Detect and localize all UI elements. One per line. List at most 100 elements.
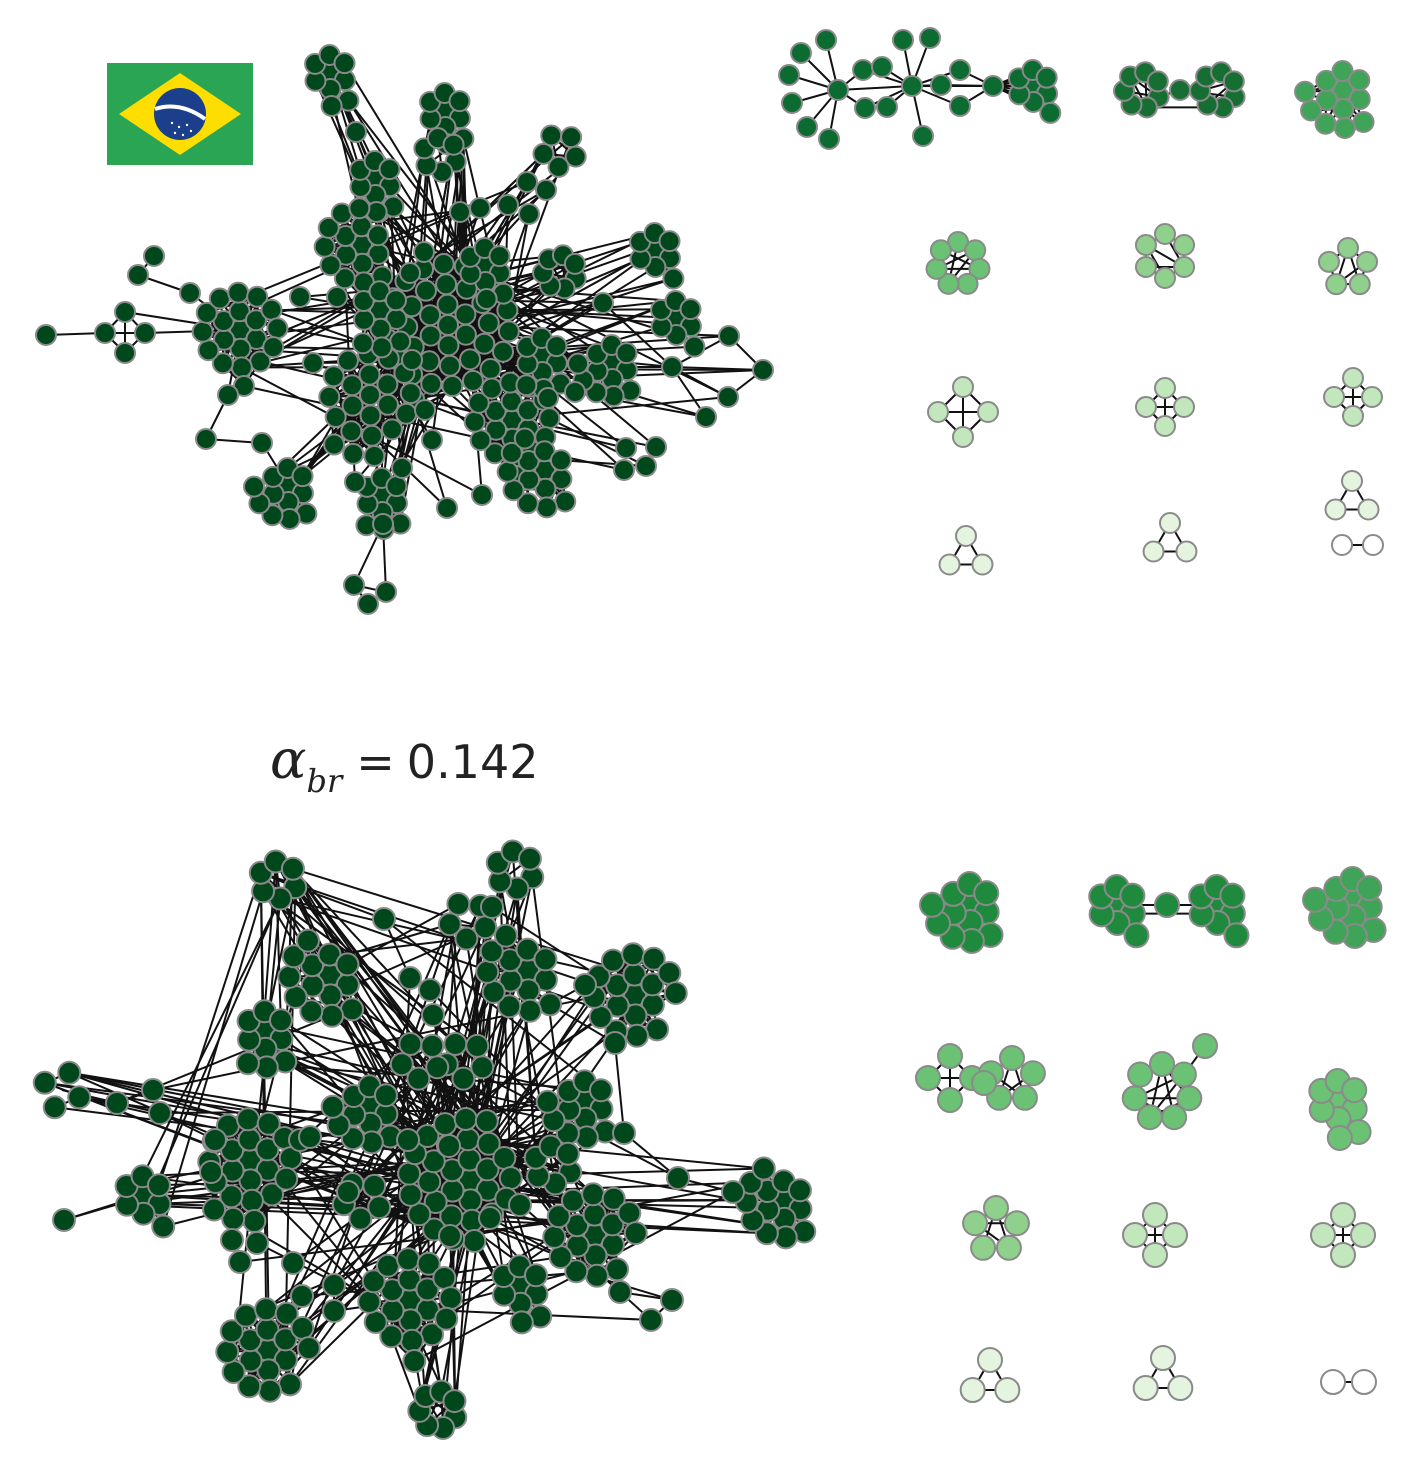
network-node (937, 1043, 963, 1069)
network-node (372, 907, 396, 931)
network-node (955, 525, 977, 547)
network-node (515, 374, 538, 397)
network-node (401, 349, 423, 371)
network-node (407, 1202, 432, 1227)
network-node (1154, 377, 1176, 399)
network-edge (241, 189, 547, 369)
network-node (1003, 1210, 1030, 1237)
network-node (518, 203, 540, 225)
network-node (454, 926, 479, 951)
network-node (262, 336, 285, 359)
network-node (289, 286, 311, 308)
network-node (215, 1339, 240, 1364)
network-node (143, 245, 165, 267)
network-node (560, 126, 583, 149)
network-edge (602, 302, 673, 368)
network-node (781, 92, 803, 114)
network-node (417, 1169, 442, 1194)
network-node (548, 1245, 573, 1270)
network-node (982, 75, 1004, 97)
network-node (233, 1303, 258, 1328)
network-node (443, 1031, 468, 1056)
network-node (399, 382, 422, 405)
network-node (1330, 1242, 1356, 1268)
network-node (345, 121, 367, 143)
network-node (274, 1301, 299, 1326)
network-node (419, 304, 442, 327)
network-node (509, 1310, 534, 1335)
network-node (323, 433, 346, 456)
network-node (277, 964, 302, 989)
network-node (657, 960, 682, 985)
network-node (949, 95, 971, 117)
network-node (474, 1109, 499, 1134)
network-node (1323, 386, 1345, 408)
network-node (564, 1259, 589, 1284)
network-node (475, 287, 498, 310)
network-node (603, 1031, 627, 1055)
network-node (912, 125, 934, 147)
network-node (449, 201, 471, 223)
network-node (333, 52, 356, 75)
network-node (560, 1188, 585, 1213)
network-node (1135, 396, 1157, 418)
network-node (1122, 1222, 1148, 1248)
network-node (641, 946, 666, 971)
network-node (502, 479, 525, 502)
network-node (497, 194, 519, 216)
network-node (937, 1087, 963, 1113)
network-edge (158, 872, 262, 1186)
network-node (432, 1265, 457, 1290)
network-node (67, 1085, 92, 1110)
network-node (535, 179, 557, 201)
alpha-value: 0.142 (406, 735, 539, 789)
network-node (1361, 386, 1383, 408)
network-node (283, 985, 308, 1010)
network-node (1169, 79, 1191, 101)
network-node (615, 437, 637, 459)
network-node (613, 459, 635, 481)
network-node (1324, 498, 1347, 521)
network-node (964, 239, 987, 262)
network-node (959, 1377, 986, 1403)
network-node (324, 406, 347, 429)
network-node (721, 1180, 745, 1204)
network-node (362, 1173, 387, 1198)
network-node (437, 314, 459, 336)
network-node (546, 1204, 571, 1229)
network-node (432, 252, 455, 275)
network-node (235, 1051, 260, 1076)
network-node (658, 230, 681, 253)
network-node (1154, 267, 1176, 289)
network-node (516, 171, 538, 193)
network-node (1356, 250, 1379, 273)
network-node (442, 133, 465, 156)
network-node (592, 292, 614, 314)
network-node (219, 1319, 244, 1344)
network-node (962, 1210, 989, 1237)
network-node (1159, 512, 1181, 534)
network-node (391, 457, 413, 479)
network-node (343, 574, 365, 596)
network-node (255, 1137, 280, 1162)
network-node (35, 324, 57, 346)
network-node (461, 369, 484, 392)
network-node (342, 442, 365, 465)
network-node (584, 1263, 609, 1288)
network-node (1342, 405, 1364, 427)
network-node (1154, 223, 1176, 245)
network-node (1011, 1084, 1038, 1111)
network-node (336, 349, 359, 372)
network-node (623, 1221, 648, 1246)
network-node (796, 116, 818, 138)
network-node (1134, 256, 1157, 278)
network-node (1302, 886, 1329, 913)
network-node (1314, 112, 1337, 135)
network-node (114, 342, 136, 364)
network-node (151, 1214, 176, 1239)
network-node (1162, 1222, 1188, 1248)
network-node (538, 992, 563, 1017)
network-node (441, 375, 464, 398)
network-node (547, 155, 570, 178)
network-edge (141, 898, 282, 1177)
